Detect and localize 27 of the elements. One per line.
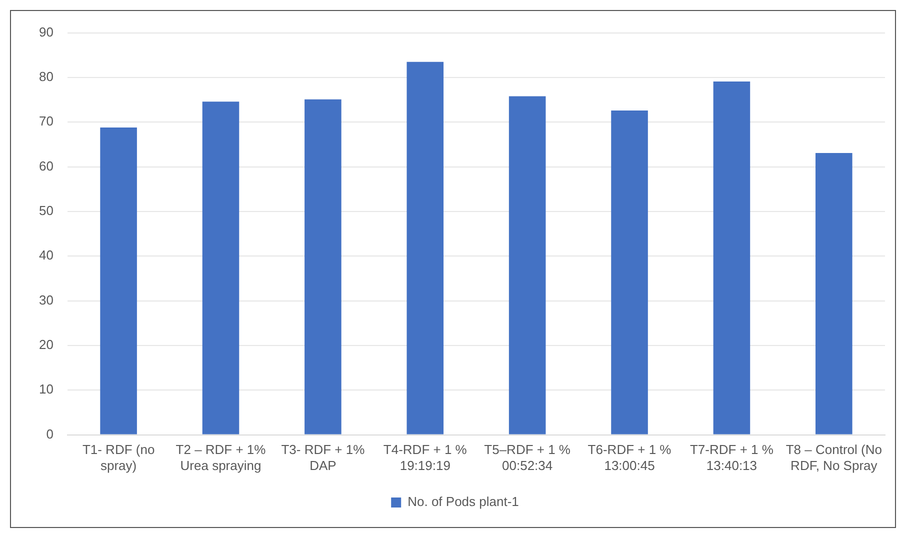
y-tick-label: 80 xyxy=(38,69,54,84)
y-tick-label: 40 xyxy=(38,248,54,263)
x-tick-label: T5–RDF + 1 % 00:52:34 xyxy=(484,442,571,473)
bar xyxy=(508,96,546,434)
x-tick-label: T4-RDF + 1 % 19:19:19 xyxy=(383,442,468,473)
y-tick-label: 0 xyxy=(46,426,54,442)
bar xyxy=(100,127,137,434)
y-tick-label: 50 xyxy=(38,203,54,218)
y-tick-label: 10 xyxy=(38,382,54,397)
y-tick-label: 70 xyxy=(38,114,54,129)
x-tick-label: T8 – Control (No RDF, No Spray xyxy=(786,442,882,473)
bar xyxy=(611,110,648,434)
bar xyxy=(816,152,852,434)
bar xyxy=(713,81,750,434)
x-tick-label: T6-RDF + 1 % 13:00:45 xyxy=(588,442,672,473)
bar xyxy=(202,102,240,434)
legend-label: No. of Pods plant-1 xyxy=(408,494,519,510)
x-tick-label: T3- RDF + 1% DAP xyxy=(281,442,366,473)
y-tick-label: 30 xyxy=(38,292,54,308)
y-tick-label: 20 xyxy=(38,337,54,352)
x-tick-label: T7-RDF + 1 % 13:40:13 xyxy=(690,442,774,473)
x-tick-label: T1- RDF (no spray) xyxy=(82,442,155,473)
x-tick-label: T2 – RDF + 1% Urea spraying xyxy=(176,442,266,473)
bar xyxy=(406,62,444,434)
bar xyxy=(304,99,342,434)
y-tick-label: 90 xyxy=(38,24,54,40)
y-tick-label: 60 xyxy=(38,158,54,174)
